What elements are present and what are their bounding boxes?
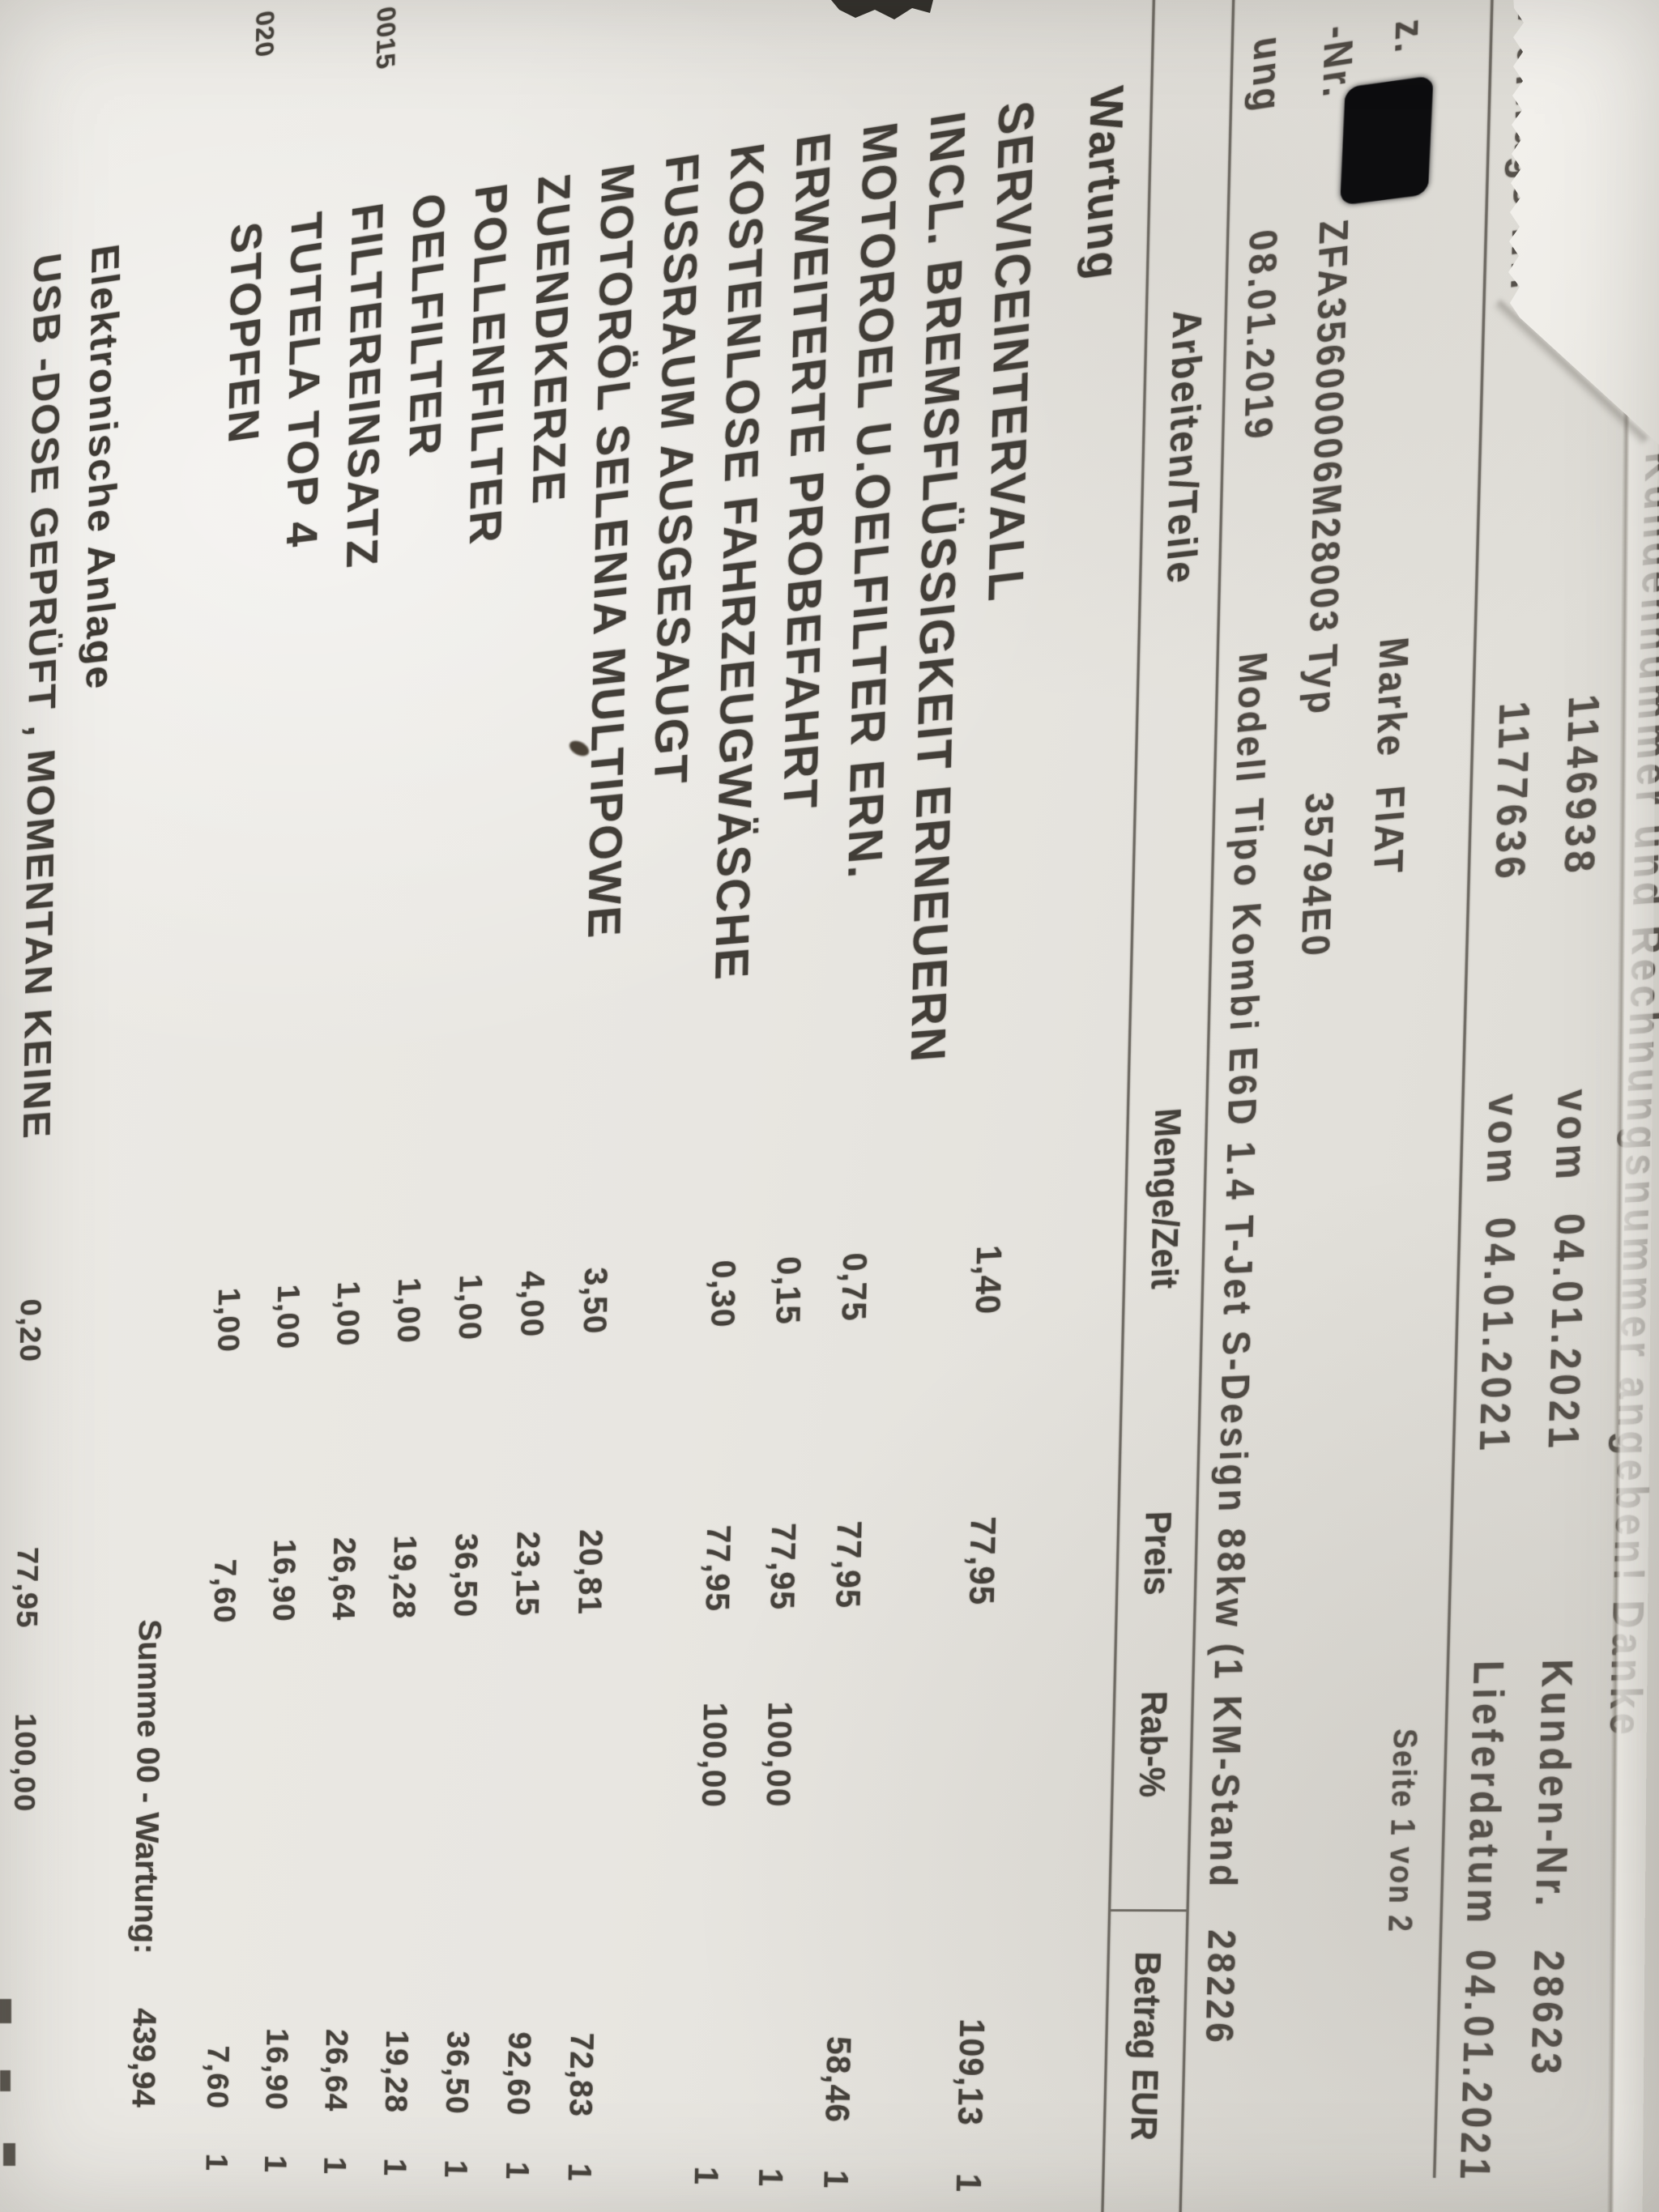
- cut-text-fragment: [0, 2070, 11, 2091]
- cut-text-fragment: [3, 2143, 15, 2166]
- cut-text-fragment: [0, 1999, 11, 2023]
